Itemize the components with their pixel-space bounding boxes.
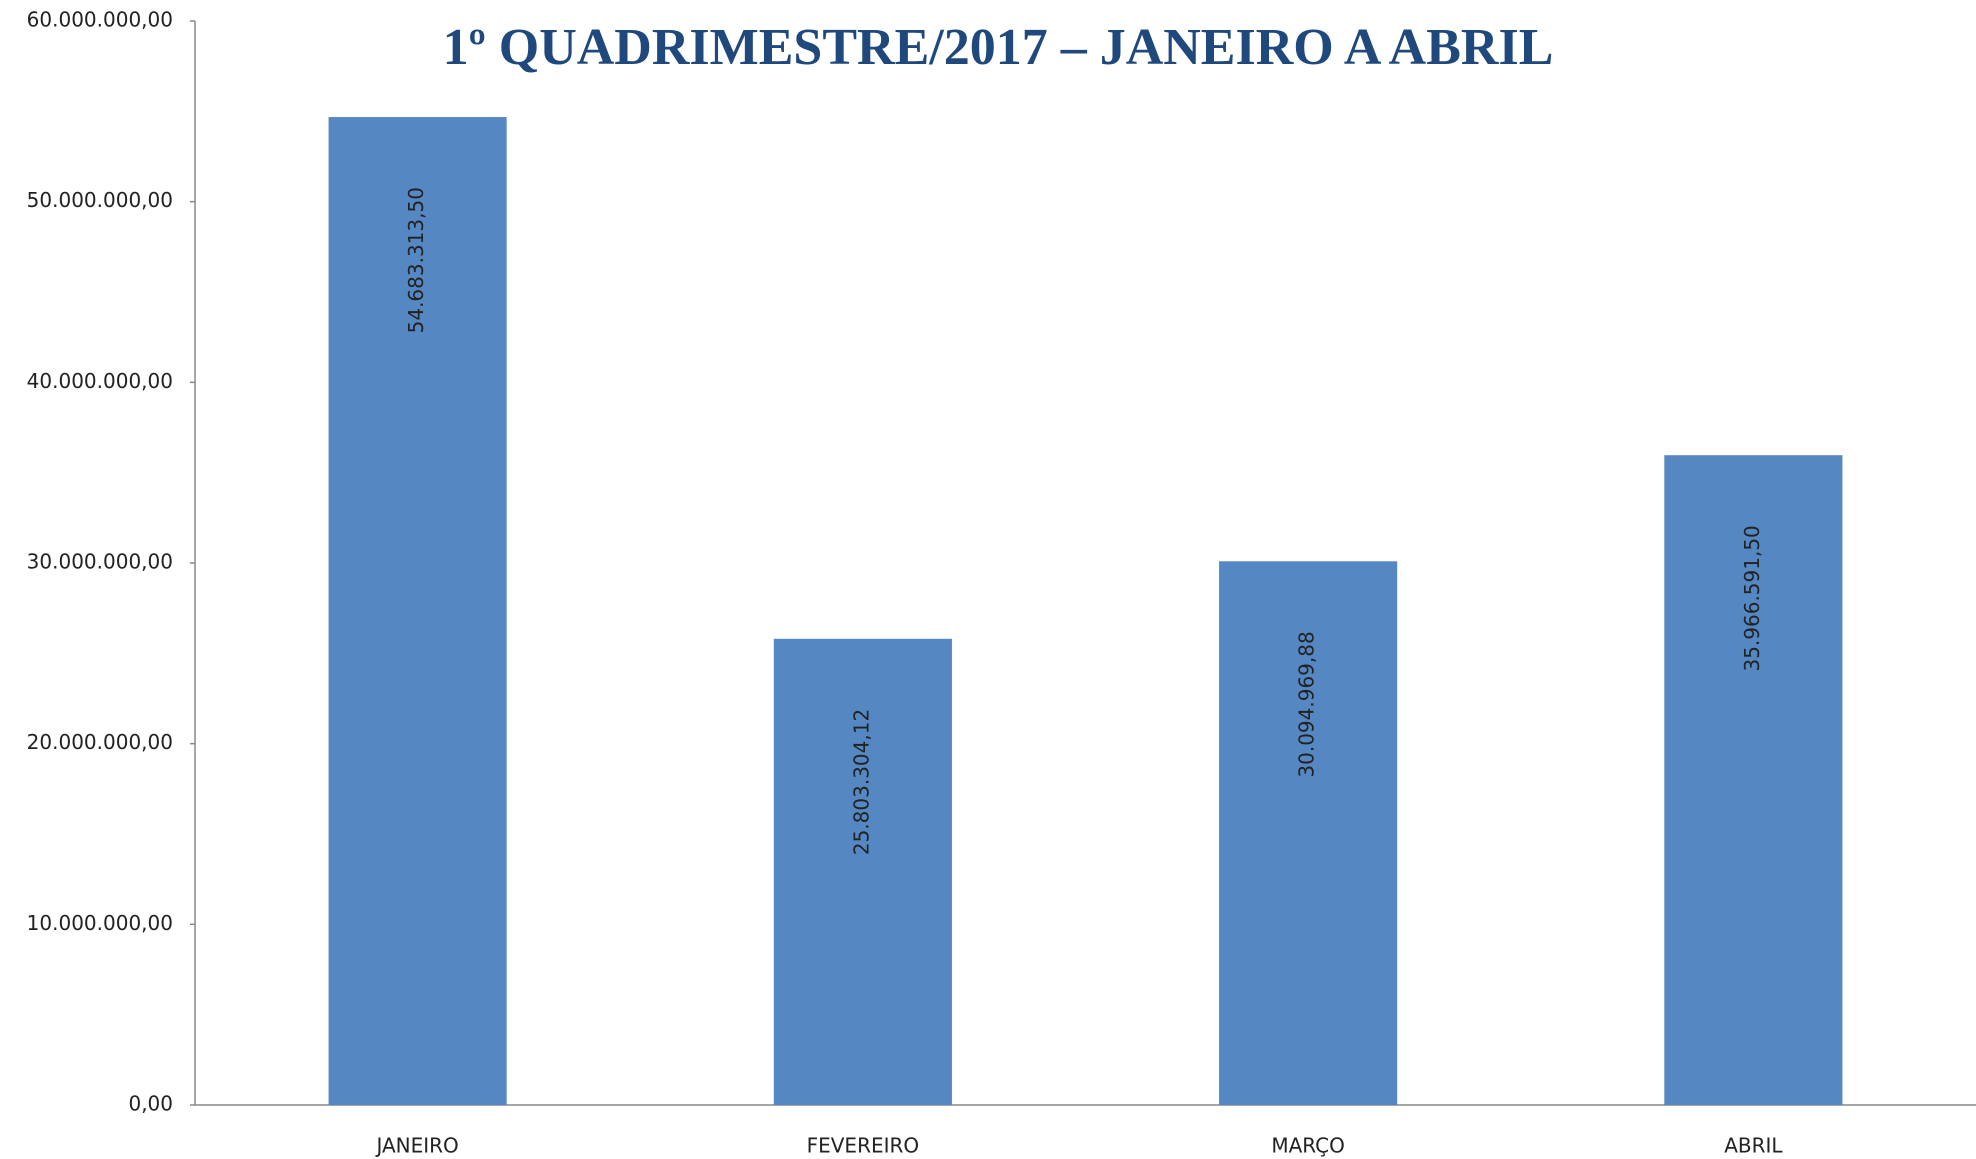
chart-title: 1º QUADRIMESTRE/2017 – JANEIRO A ABRIL xyxy=(443,19,1554,76)
x-tick-label: MARÇO xyxy=(1271,1134,1345,1158)
x-tick-label: JANEIRO xyxy=(374,1134,458,1158)
bar xyxy=(1664,455,1843,1105)
y-tick-label: 20.000.000,00 xyxy=(27,730,173,754)
data-label: 30.094.969,88 xyxy=(1295,631,1319,777)
y-tick-label: 50.000.000,00 xyxy=(27,188,173,212)
data-label: 54.683.313,50 xyxy=(404,187,428,333)
y-tick-label: 30.000.000,00 xyxy=(27,550,173,574)
y-tick-label: 60.000.000,00 xyxy=(27,8,173,32)
y-tick-label: 10.000.000,00 xyxy=(27,911,173,935)
bar xyxy=(1219,561,1398,1105)
bar xyxy=(328,117,507,1105)
x-tick-label: FEVEREIRO xyxy=(807,1134,920,1158)
bar xyxy=(773,638,952,1105)
y-tick-label: 0,00 xyxy=(128,1092,173,1116)
x-tick-label: ABRIL xyxy=(1724,1134,1783,1158)
data-label: 35.966.591,50 xyxy=(1740,525,1764,671)
y-tick-label: 40.000.000,00 xyxy=(27,369,173,393)
data-label: 25.803.304,12 xyxy=(849,709,873,855)
